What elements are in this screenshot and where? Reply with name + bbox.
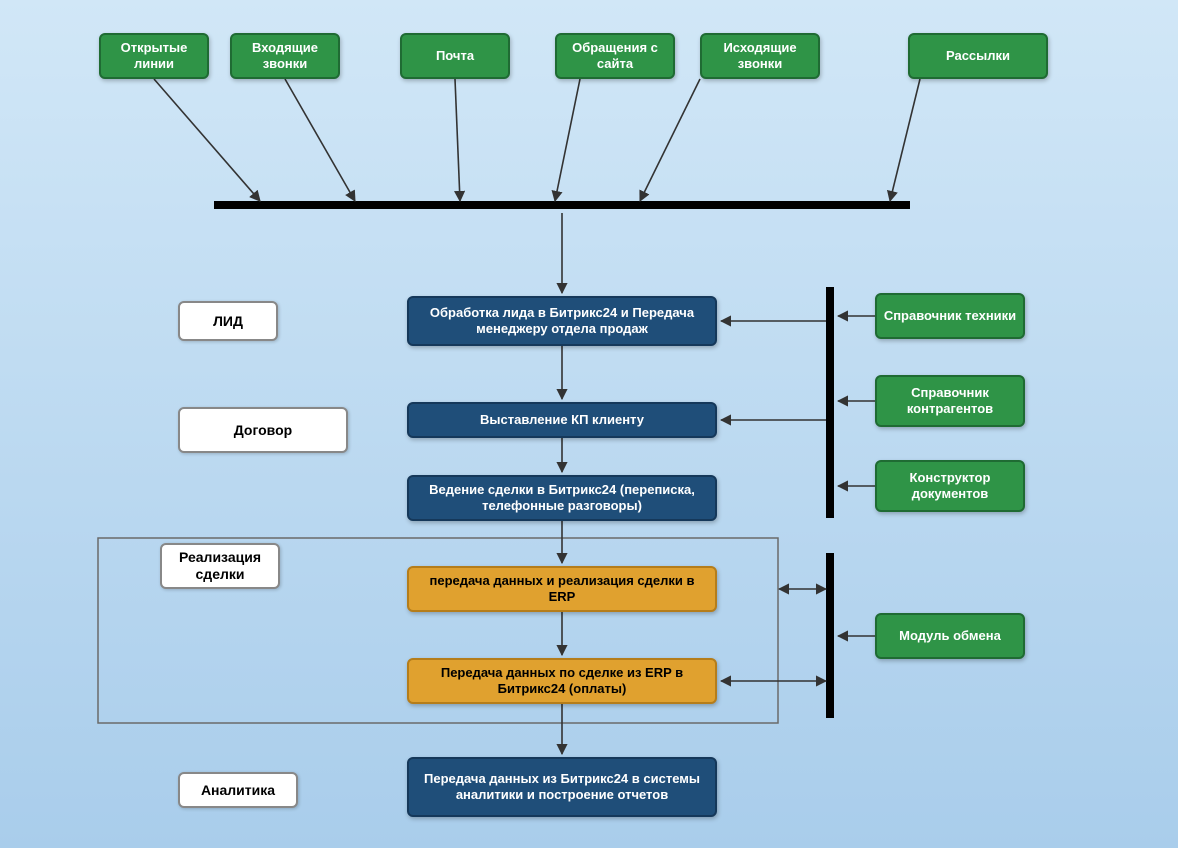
node-lbl_analytics: Аналитика [178, 772, 298, 808]
node-ref_tech: Справочник техники [875, 293, 1025, 339]
node-step_erp_back: Передача данных по сделке из ERP в Битри… [407, 658, 717, 704]
node-src_open_lines: Открытые линии [99, 33, 209, 79]
node-step_deal: Ведение сделки в Битрикс24 (переписка, т… [407, 475, 717, 521]
node-lbl_deal: Реализация сделки [160, 543, 280, 589]
node-lbl_contract: Договор [178, 407, 348, 453]
node-step_analytics: Передача данных из Битрикс24 в системы а… [407, 757, 717, 817]
node-lbl_lead: ЛИД [178, 301, 278, 341]
node-step_erp: передача данных и реализация сделки в ER… [407, 566, 717, 612]
node-src_outgoing: Исходящие звонки [700, 33, 820, 79]
node-step_kp: Выставление КП клиенту [407, 402, 717, 438]
node-ref_module: Модуль обмена [875, 613, 1025, 659]
flowchart-canvas: Открытые линии Входящие звонки Почта Обраще… [0, 0, 1178, 848]
node-src_site: Обращения с сайта [555, 33, 675, 79]
node-ref_docs: Конструктор документов [875, 460, 1025, 512]
node-ref_contr: Справочник контрагентов [875, 375, 1025, 427]
node-step_lead: Обработка лида в Битрикс24 и Передача ме… [407, 296, 717, 346]
node-src_incoming: Входящие звонки [230, 33, 340, 79]
node-src_mail: Почта [400, 33, 510, 79]
node-src_mailings: Рассылки [908, 33, 1048, 79]
